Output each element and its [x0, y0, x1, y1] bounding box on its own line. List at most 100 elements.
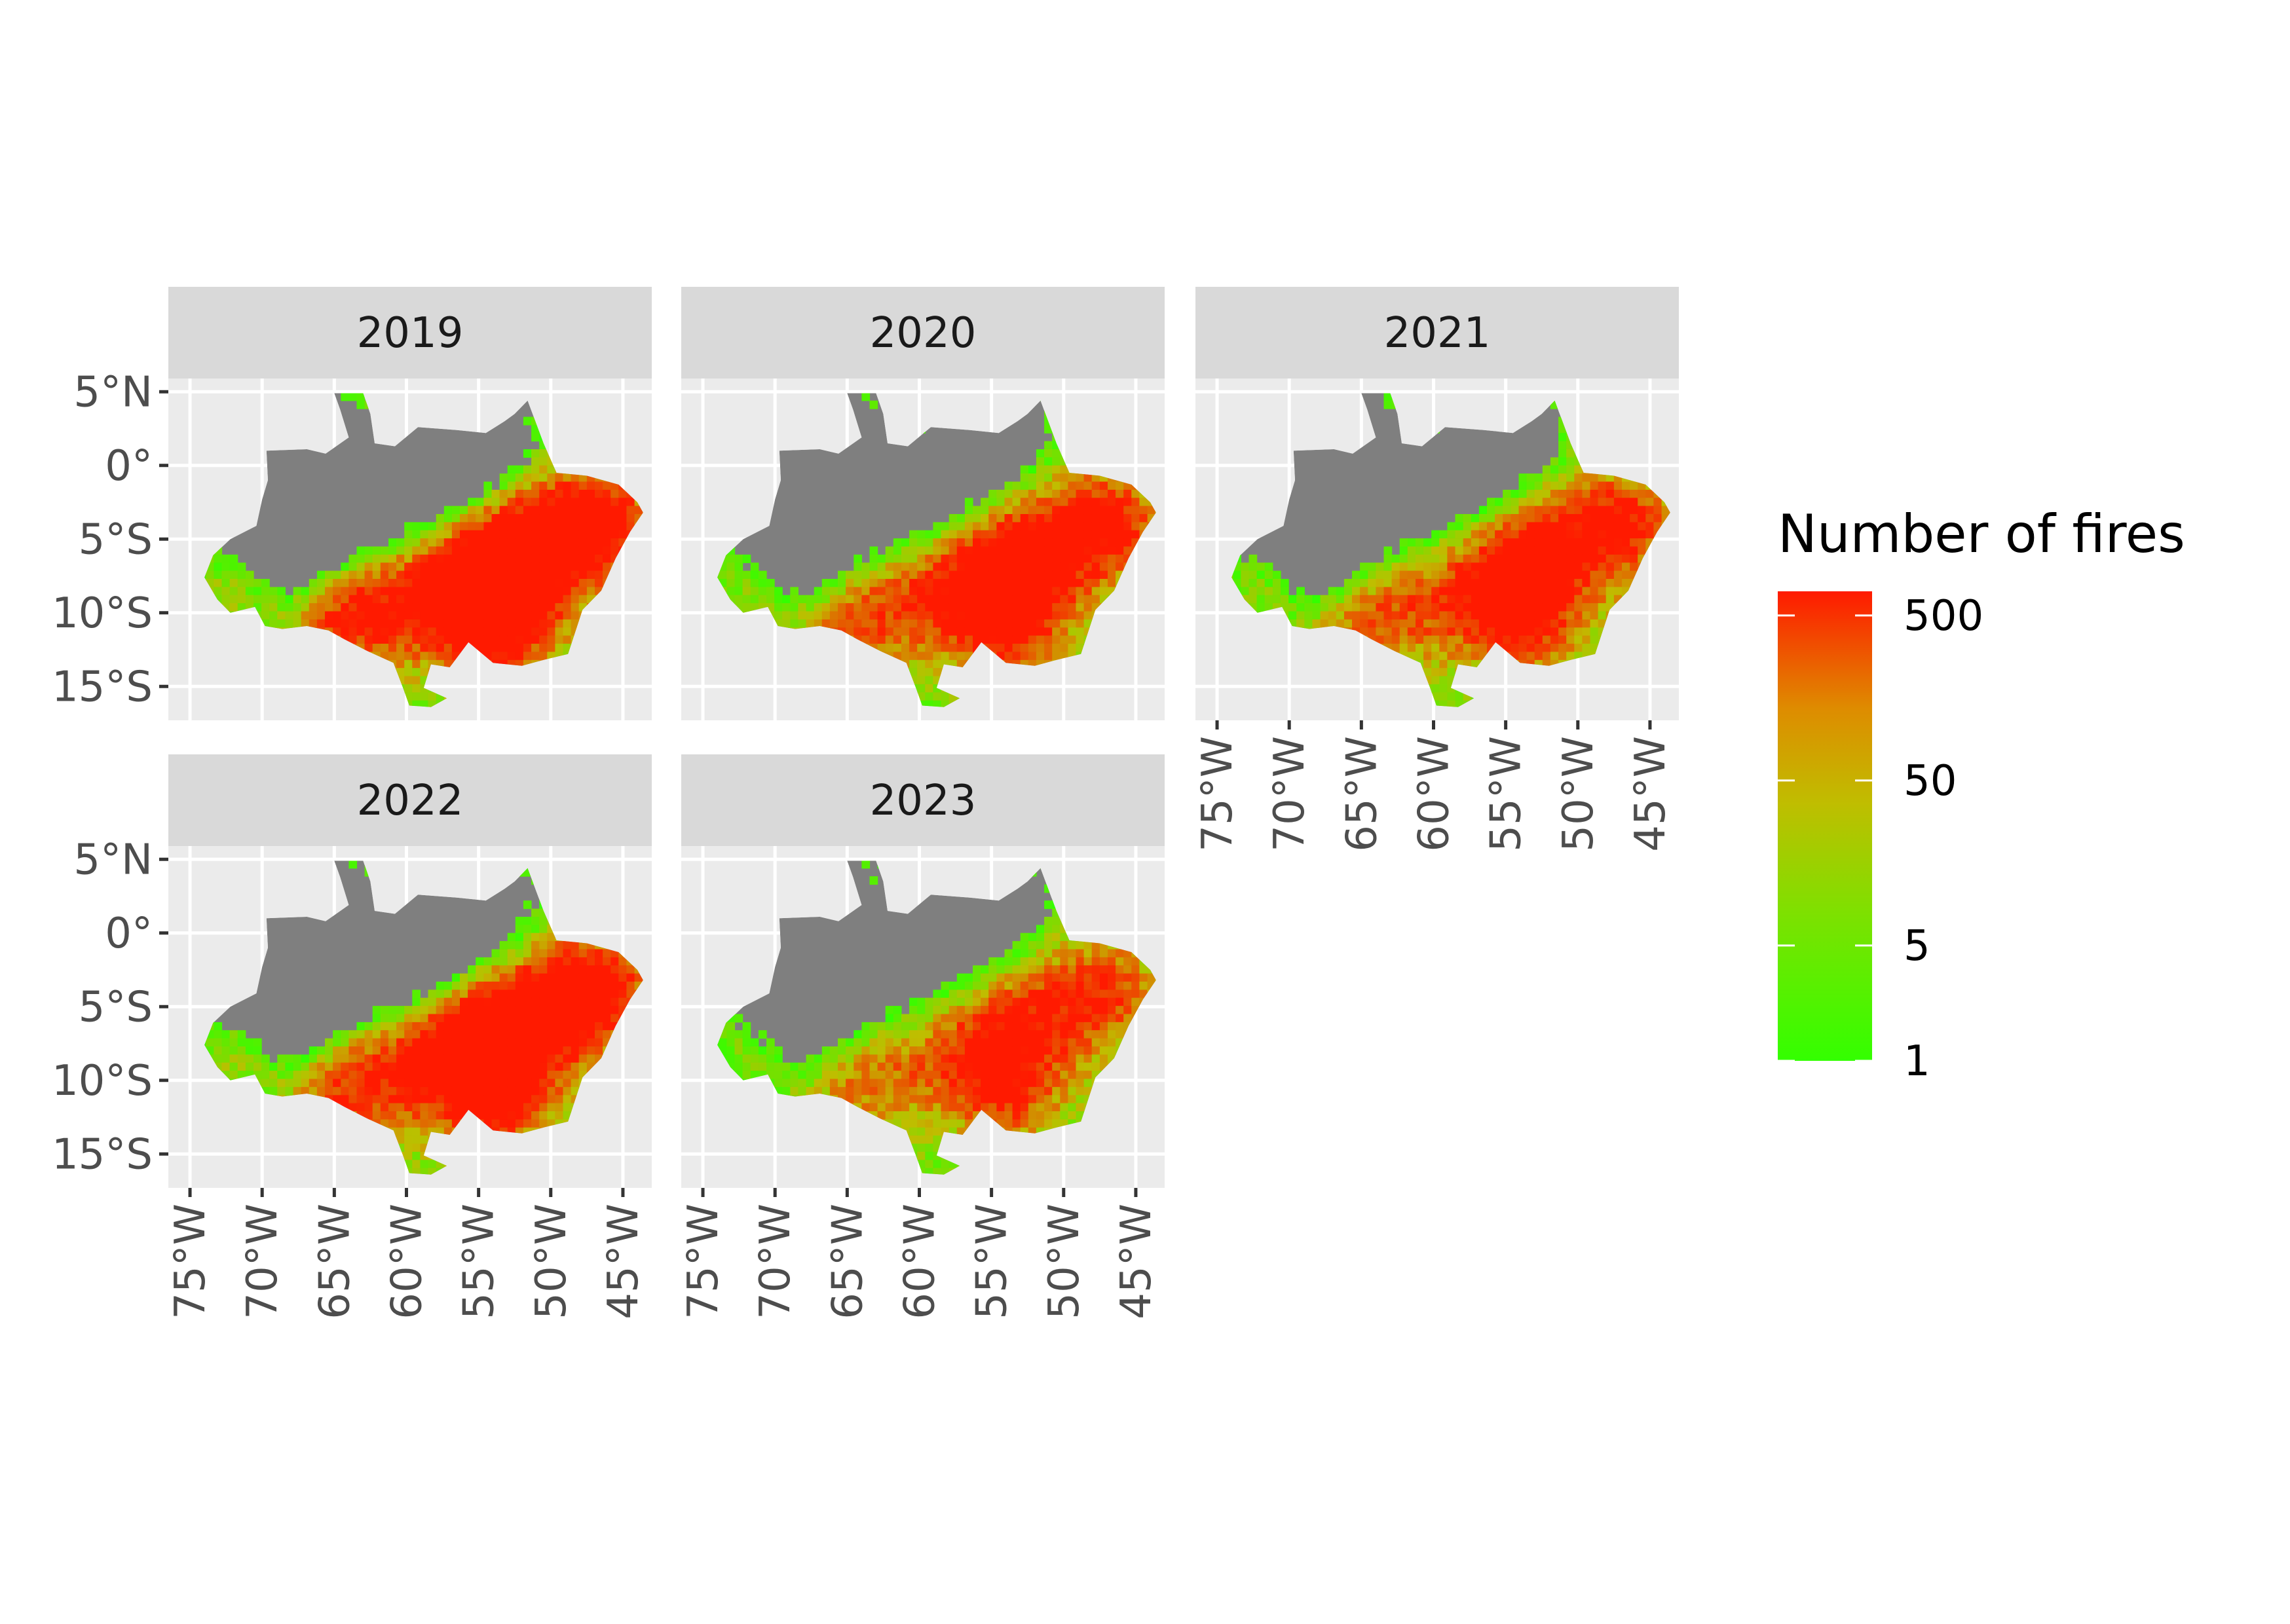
fire-cell — [547, 522, 555, 531]
fire-cell — [1471, 627, 1480, 637]
fire-cell — [925, 659, 933, 669]
fire-cell — [499, 563, 508, 572]
fire-cell — [988, 554, 997, 563]
fire-cell — [956, 603, 966, 612]
fire-cell — [1012, 652, 1021, 661]
fire-cell — [341, 603, 349, 612]
fire-cell — [483, 498, 493, 507]
fire-cell — [412, 570, 421, 580]
fire-cell — [877, 627, 886, 637]
fire-cell — [515, 530, 524, 539]
fire-cell — [1582, 635, 1591, 644]
fire-cell — [515, 481, 524, 490]
fire-cell — [1471, 619, 1480, 628]
fire-cell — [933, 668, 942, 677]
fire-cell — [1044, 530, 1053, 539]
fire-cell — [1550, 603, 1559, 612]
fire-cell — [563, 481, 572, 490]
fire-cell — [507, 563, 516, 572]
fire-cell — [214, 587, 223, 596]
fire-cell — [539, 570, 548, 580]
fire-cell — [933, 563, 942, 572]
fire-cell — [1012, 514, 1021, 523]
fire-cell — [909, 611, 918, 620]
fire-cell — [1526, 481, 1535, 490]
fire-cell — [1550, 595, 1559, 604]
fire-cell — [996, 611, 1005, 620]
fire-cell — [941, 530, 950, 539]
fire-cell — [1083, 546, 1093, 555]
fire-cell — [547, 644, 555, 652]
fire-cell — [941, 611, 950, 620]
fire-cell — [901, 563, 910, 572]
fire-cell — [1052, 465, 1061, 474]
fire-cell — [790, 603, 798, 612]
fire-cell — [893, 595, 902, 604]
fire-cell — [1123, 538, 1132, 547]
fire-cell — [468, 498, 476, 507]
fire-cell — [547, 489, 555, 498]
fire-cell — [893, 587, 902, 596]
fire-cell — [973, 570, 981, 580]
fire-cell — [1320, 603, 1329, 612]
fire-cell — [1020, 619, 1029, 628]
fire-cell — [1478, 522, 1488, 531]
fire-cell — [333, 619, 341, 628]
fire-cell — [917, 611, 926, 620]
fire-cell — [404, 530, 413, 539]
fire-cell — [571, 514, 580, 523]
fire-cell — [1328, 619, 1337, 628]
fire-cell — [981, 579, 989, 587]
fire-cell — [1645, 498, 1654, 507]
fire-cell — [1439, 611, 1448, 620]
fire-cell — [821, 579, 831, 587]
fire-cell — [571, 538, 580, 547]
fire-cell — [1108, 530, 1116, 539]
fire-cell — [1012, 563, 1021, 572]
fire-cell — [1012, 506, 1021, 515]
fire-cell — [1044, 449, 1053, 458]
fire-cell — [877, 635, 886, 644]
fire-cell — [909, 644, 918, 652]
fire-cell — [981, 514, 989, 523]
fire-cell — [988, 489, 997, 498]
fire-cell — [420, 644, 429, 652]
fire-cell — [428, 587, 437, 596]
fire-cell — [364, 635, 373, 644]
fire-cell — [586, 579, 595, 587]
fire-cell — [726, 570, 736, 580]
fire-cell — [1423, 570, 1432, 580]
fire-cell — [996, 522, 1005, 531]
fire-cell — [1281, 595, 1289, 604]
fire-cell — [499, 587, 508, 596]
fire-cell — [563, 473, 572, 483]
fire-cell — [1622, 514, 1630, 523]
fire-cell — [1068, 473, 1077, 483]
fire-cell — [436, 595, 445, 604]
fire-cell — [1630, 514, 1638, 523]
fire-cell — [1463, 635, 1472, 644]
fire-cell — [1487, 635, 1495, 644]
fire-cell — [1399, 635, 1408, 644]
fire-cell — [1495, 546, 1503, 555]
fire-cell — [1076, 538, 1085, 547]
fire-cell — [1526, 595, 1535, 604]
fire-cell — [316, 595, 326, 604]
fire-cell — [877, 611, 886, 620]
fire-cell — [364, 595, 373, 604]
fire-cell — [539, 611, 548, 620]
fire-cell — [1068, 579, 1077, 587]
fire-cell — [626, 498, 635, 507]
fire-cell — [981, 627, 989, 637]
fire-cell — [571, 473, 580, 483]
fire-cell — [1083, 603, 1093, 612]
fire-cell — [1478, 619, 1488, 628]
fire-cell — [547, 546, 555, 555]
fire-cell — [1076, 473, 1085, 483]
fire-cell — [996, 627, 1005, 637]
fire-cell — [925, 546, 933, 555]
fire-cell — [1558, 554, 1567, 563]
fire-cell — [499, 595, 508, 604]
fire-cell — [1407, 627, 1416, 637]
fire-cell — [1012, 489, 1021, 498]
